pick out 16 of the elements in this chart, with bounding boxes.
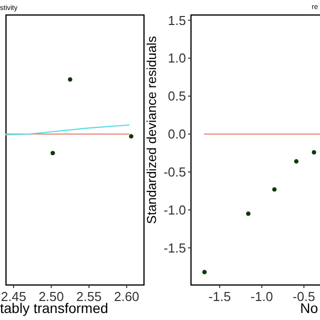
y-tick-label: 1.5 <box>168 12 186 28</box>
point <box>294 159 299 164</box>
y-tick-label: -1.5 <box>164 240 186 256</box>
x-tick-label: -1.5 <box>208 289 231 304</box>
y-tick-label: 0.5 <box>168 88 186 104</box>
y-tick-label: -1.0 <box>164 202 186 218</box>
point <box>202 270 207 274</box>
y-tick-label: 1.0 <box>168 50 186 66</box>
point <box>312 150 316 154</box>
x-tick-label: -1.0 <box>250 289 273 304</box>
point <box>272 187 277 192</box>
y-axis-title: Standardized deviance residuals <box>144 36 159 224</box>
y-tick-label: -0.5 <box>164 164 186 180</box>
point <box>246 212 250 216</box>
y-tick-label: 0.0 <box>168 126 186 142</box>
x-tick-label: 2.60 <box>114 289 140 304</box>
